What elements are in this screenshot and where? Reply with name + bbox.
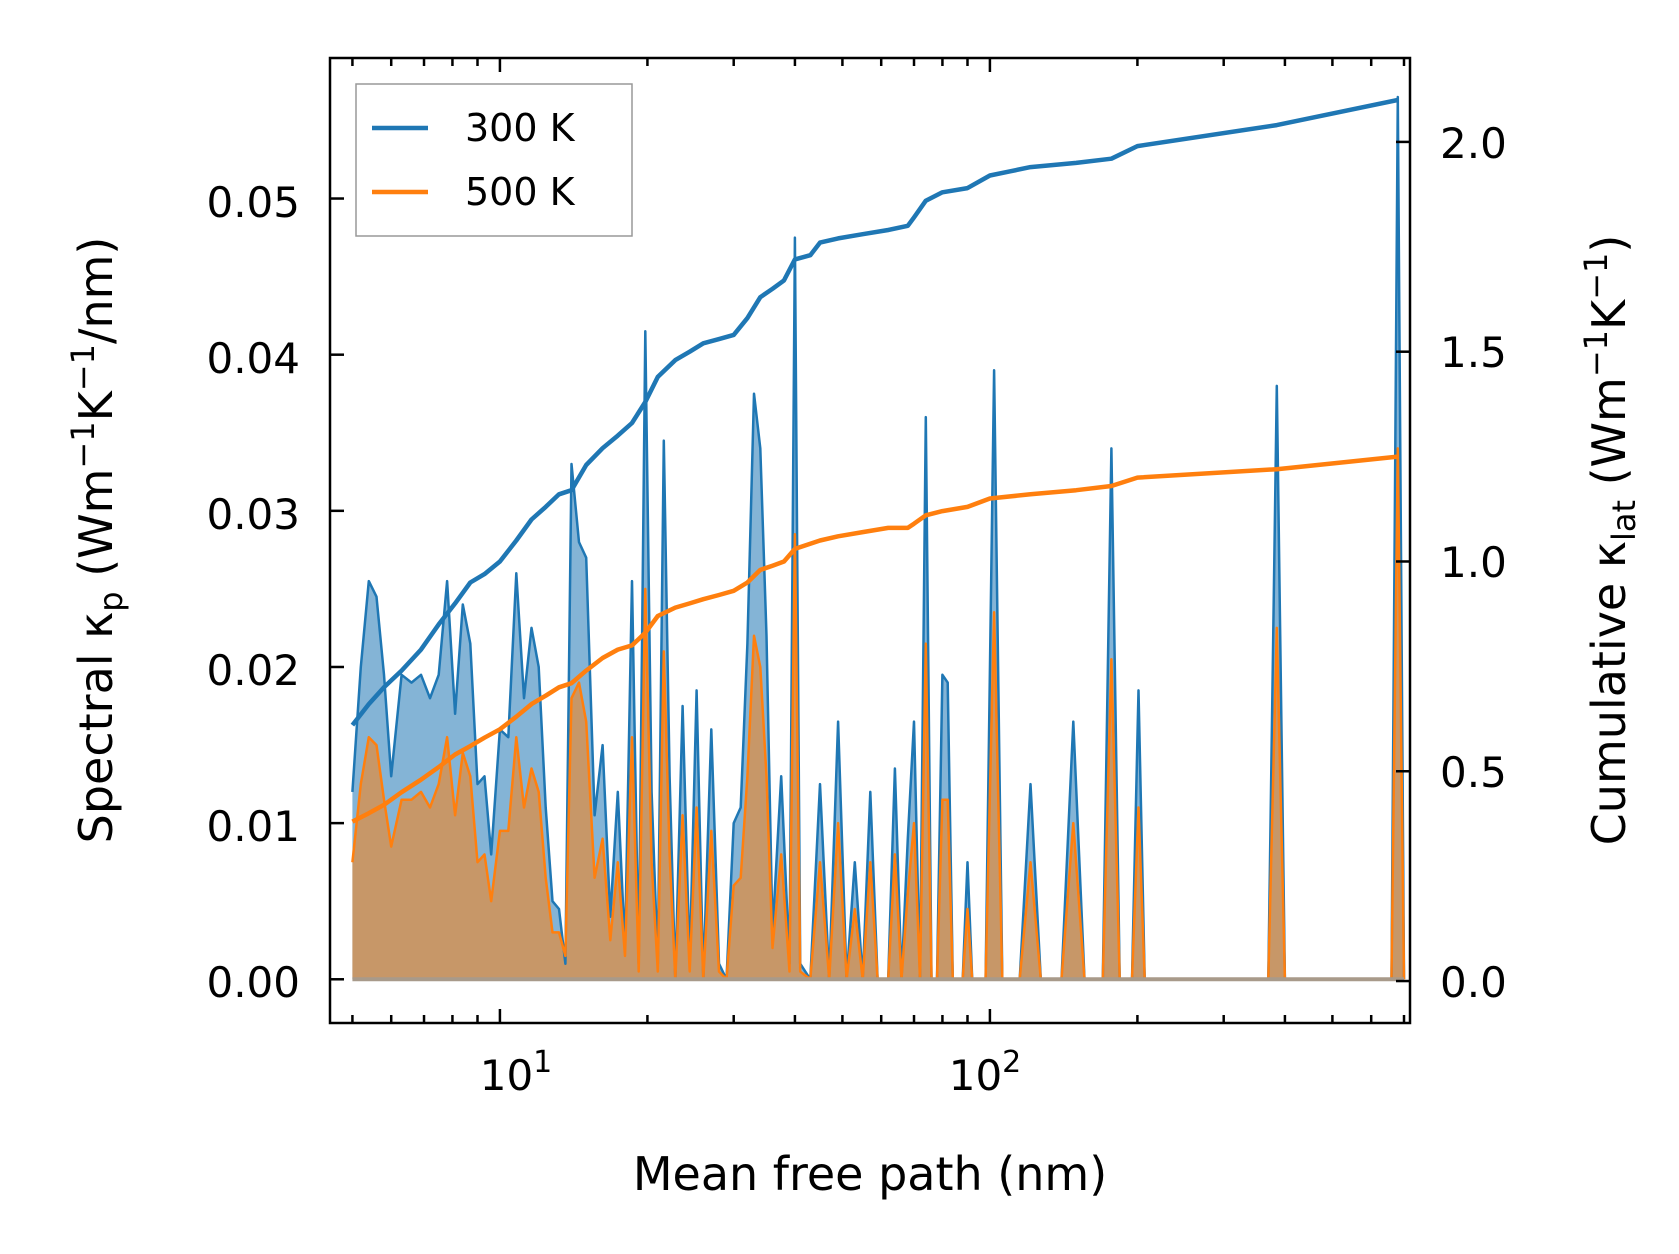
- y-left-tick-label: 0.03: [206, 490, 300, 539]
- cumulative-line-500k: [351, 454, 1399, 824]
- y-right-tick-label: 2.0: [1440, 119, 1507, 168]
- legend: 300 K 500 K: [355, 83, 633, 237]
- y-left-axis-label: Spectral κp (Wm−1K−1/nm): [64, 237, 130, 844]
- y-right-tick-label: 0.5: [1440, 748, 1507, 797]
- spectral-area-500k: [352, 448, 1404, 980]
- axis-ticks: [330, 58, 1410, 1023]
- legend-label-300k: 300 K: [465, 106, 576, 150]
- plot-area: [350, 95, 1406, 982]
- x-tick-label-100: 102: [949, 1045, 1022, 1100]
- svg-text:102: 102: [949, 1045, 1022, 1100]
- y-left-tick-label: 0.05: [206, 178, 300, 227]
- y-right-tick-label: 0.0: [1440, 958, 1507, 1007]
- legend-label-500k: 500 K: [465, 170, 576, 214]
- cumulative-line-300k: [350, 97, 1399, 727]
- svg-text:101: 101: [480, 1045, 553, 1100]
- y-left-tick-label: 0.02: [206, 646, 300, 695]
- legend-box: [355, 83, 633, 237]
- y-right-tick-label: 1.5: [1440, 328, 1507, 377]
- y-left-tick-label: 0.01: [206, 802, 300, 851]
- plot-frame: [328, 56, 1412, 1025]
- y-right-axis-label: Cumulative κlat (Wm−1K−1): [1577, 235, 1643, 846]
- x-axis-label: Mean free path (nm): [633, 1147, 1107, 1201]
- y-left-tick-label: 0.00: [206, 958, 300, 1007]
- y-right-tick-label: 1.0: [1440, 538, 1507, 587]
- y-left-tick-label: 0.04: [206, 334, 300, 383]
- x-tick-label-10: 101: [480, 1045, 553, 1100]
